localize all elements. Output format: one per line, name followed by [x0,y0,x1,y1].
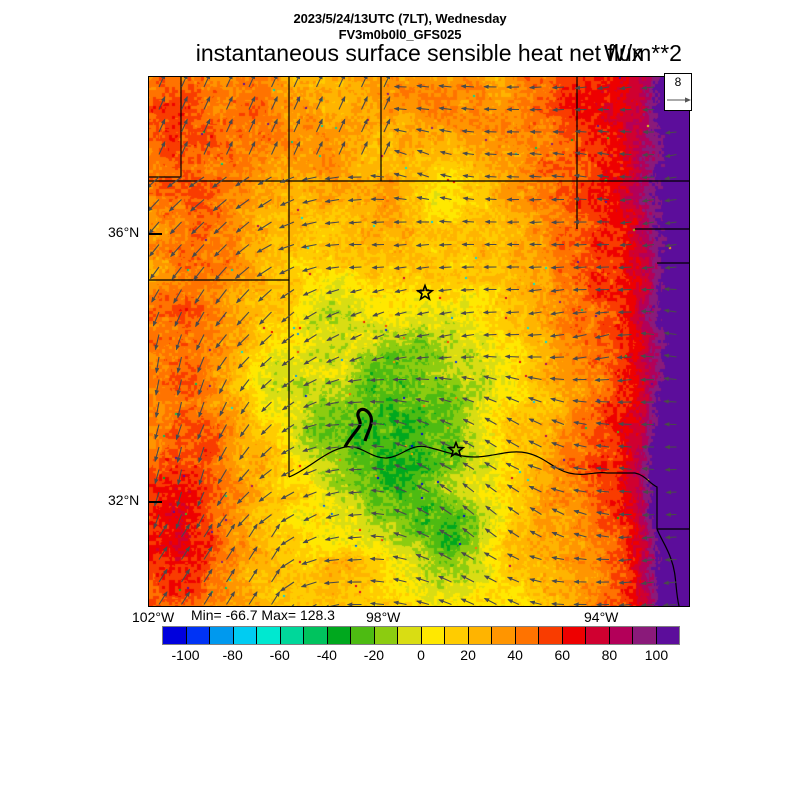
colorbar-tick-label: -80 [222,647,243,663]
map-plot-area [148,76,690,607]
title-datetime: 2023/5/24/13UTC (7LT), Wednesday [293,11,507,26]
colorbar-tick-label: 0 [417,647,425,663]
lat-tick-label: 32°N [108,492,140,508]
colorbar-segment [468,627,492,644]
station-star-north [415,283,435,301]
colorbar-segment [233,627,257,644]
arrow-right-icon [667,97,691,103]
colorbar-segment [374,627,398,644]
minmax-annotation: Min= -66.7 Max= 128.3 [191,607,335,623]
colorbar-segment [280,627,304,644]
lat-tick-mark [148,501,162,503]
colorbar-segment [398,627,422,644]
colorbar-tick-label: 80 [601,647,618,663]
page-title: instantaneous surface sensible heat net … [195,40,644,66]
colorbar-segment [609,627,633,644]
colorbar-tick-label: 100 [644,647,669,663]
title-units: W/m**2 [604,40,682,66]
map-overlay-vectors-and-borders [149,77,689,606]
colorbar-segment [633,627,657,644]
lat-tick-mark [148,233,162,235]
colorbar-tick-label: -20 [363,647,385,663]
colorbar-segment [515,627,539,644]
lon-tick-label: 94°W [584,609,619,625]
colorbar [162,626,680,645]
colorbar-segment [210,627,234,644]
colorbar-tick-label: -40 [316,647,337,663]
colorbar-tick-label: -60 [269,647,290,663]
colorbar-segment [656,627,679,644]
colorbar-segment [539,627,563,644]
colorbar-segment [304,627,328,644]
lon-tick-label: 102°W [132,609,175,625]
wind-vector-key-value: 8 [674,75,682,89]
lon-tick-label: 98°W [366,609,401,625]
colorbar-tick-label: 20 [460,647,476,663]
colorbar-segment [186,627,210,644]
colorbar-tick-label: 60 [554,647,571,663]
colorbar-segment [421,627,445,644]
colorbar-segment [586,627,610,644]
colorbar-segment [257,627,281,644]
station-star-south [446,440,466,458]
colorbar-segment [327,627,351,644]
colorbar-tick-labels: -100 -80 -60 -40 -20 0 20 40 60 80 100 [162,647,680,665]
colorbar-segment [445,627,469,644]
wind-vector-key: 8 [664,73,692,111]
colorbar-segment [351,627,375,644]
lat-tick-label: 36°N [108,224,140,240]
colorbar-segment [492,627,516,644]
colorbar-segment [163,627,187,644]
colorbar-tick-label: -100 [171,647,200,663]
colorbar-segment [562,627,586,644]
colorbar-tick-label: 40 [507,647,523,663]
title-model: FV3m0b0l0_GFS025 [338,27,462,42]
